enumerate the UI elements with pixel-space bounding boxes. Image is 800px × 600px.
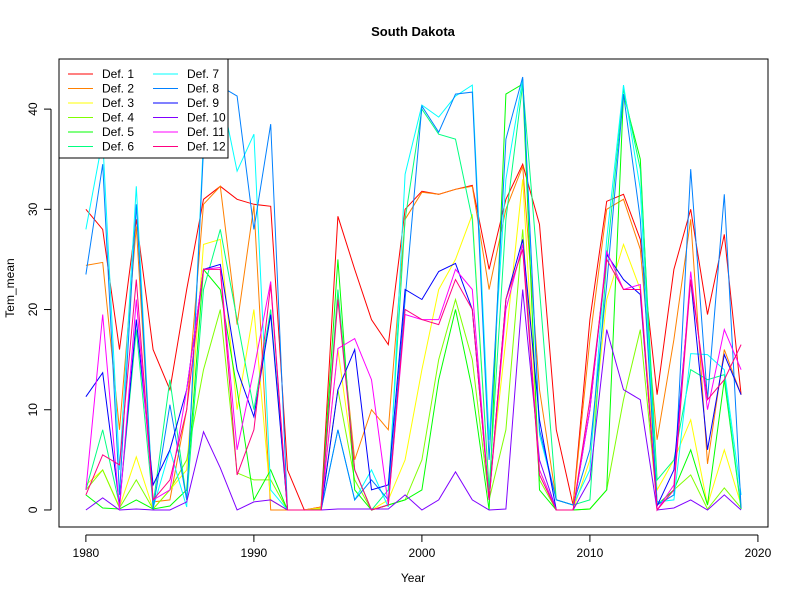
- series-line-def-8: [85, 76, 742, 511]
- x-tick-label: 2020: [745, 546, 772, 560]
- legend-label: Def. 9: [187, 96, 219, 110]
- series-line-def-12: [85, 249, 742, 512]
- x-tick-label: 1980: [73, 546, 100, 560]
- chart-title: South Dakota: [371, 24, 456, 39]
- legend-label: Def. 10: [187, 111, 226, 125]
- series-line-def-6: [85, 84, 742, 511]
- legend-label: Def. 1: [102, 67, 134, 81]
- x-tick-label: 1990: [241, 546, 268, 560]
- y-tick-label: 40: [26, 102, 40, 116]
- y-tick-label: 30: [26, 202, 40, 216]
- legend-label: Def. 4: [102, 111, 134, 125]
- series-line-def-10: [85, 289, 742, 511]
- x-tick-label: 2000: [409, 546, 436, 560]
- series-line-def-3: [85, 179, 742, 511]
- series-line-def-11: [85, 244, 742, 512]
- legend-label: Def. 8: [187, 82, 219, 96]
- y-tick-label: 10: [26, 403, 40, 417]
- legend-label: Def. 3: [102, 96, 134, 110]
- legend-label: Def. 5: [102, 125, 134, 139]
- legend-label: Def. 2: [102, 82, 134, 96]
- series-line-def-4: [85, 229, 742, 511]
- plot-lines: [85, 76, 742, 512]
- x-axis: 1980 1990 2000 2010 2020: [73, 534, 772, 560]
- legend-label: Def. 6: [102, 140, 134, 154]
- legend-box: [58, 58, 229, 159]
- y-tick-label: 0: [26, 506, 40, 513]
- legend-label: Def. 11: [187, 125, 225, 139]
- series-line-def-5: [85, 83, 742, 511]
- y-axis-label: Tem_mean: [3, 258, 17, 317]
- y-tick-label: 20: [26, 303, 40, 317]
- legend-label: Def. 12: [187, 140, 226, 154]
- legend-label: Def. 7: [187, 67, 219, 81]
- plot-frame: [58, 58, 769, 528]
- y-axis: 0 10 20 30 40: [26, 102, 52, 513]
- x-tick-label: 2010: [577, 546, 604, 560]
- x-axis-label: Year: [401, 571, 425, 585]
